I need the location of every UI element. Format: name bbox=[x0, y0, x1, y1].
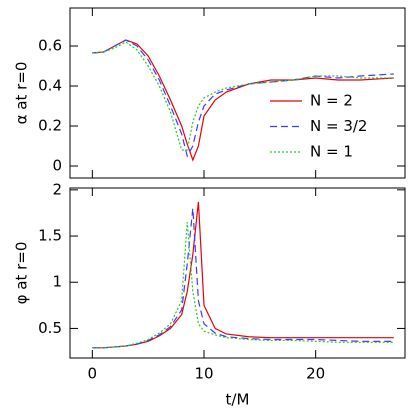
y-tick-label: 0 bbox=[52, 157, 62, 175]
y-tick-label: 0.5 bbox=[38, 319, 62, 337]
legend-label: N = 2 bbox=[310, 92, 353, 110]
x-axis-label: t/M bbox=[226, 391, 250, 409]
y-axis-label: φ at r=0 bbox=[13, 242, 31, 305]
plot-frame bbox=[69, 187, 406, 359]
data-line bbox=[92, 208, 394, 349]
legend-label: N = 1 bbox=[310, 143, 353, 161]
data-line bbox=[92, 39, 394, 162]
x-tick-label: 20 bbox=[306, 365, 325, 383]
data-line bbox=[92, 201, 394, 349]
data-line bbox=[92, 222, 394, 349]
legend-label: N = 3/2 bbox=[310, 117, 367, 135]
y-tick-label: 0.4 bbox=[38, 77, 62, 95]
y-tick-label: 1 bbox=[52, 273, 62, 291]
y-tick-label: 0.6 bbox=[38, 37, 62, 55]
x-tick-label: 10 bbox=[194, 365, 213, 383]
y-tick-label: 2 bbox=[52, 180, 62, 198]
x-tick-label: 0 bbox=[88, 365, 98, 383]
y-tick-label: 1.5 bbox=[38, 227, 62, 245]
y-axis-label: α at r=0 bbox=[13, 62, 31, 125]
data-line bbox=[92, 41, 394, 151]
plot-frame bbox=[69, 7, 406, 179]
y-tick-label: 0.2 bbox=[38, 117, 62, 135]
